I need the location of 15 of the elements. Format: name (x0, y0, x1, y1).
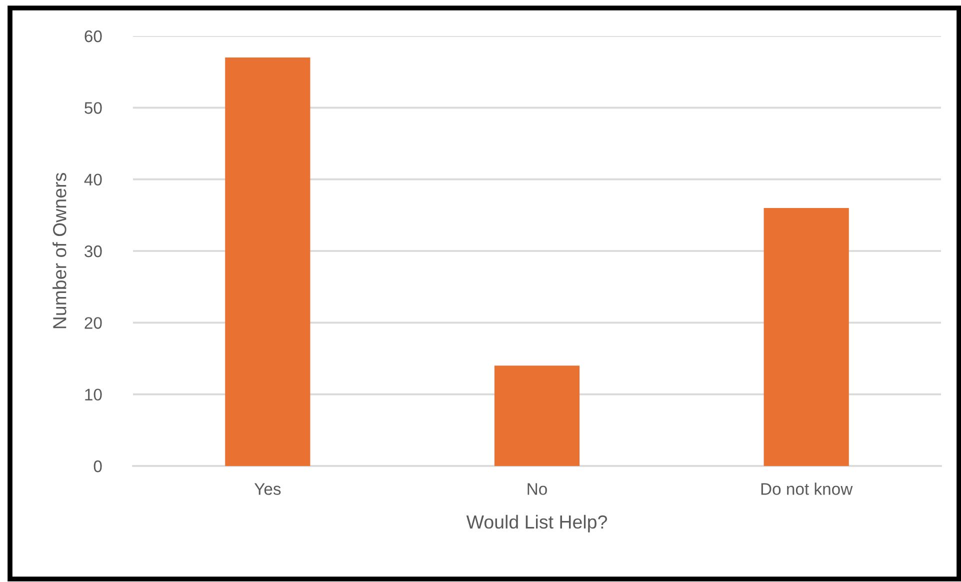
y-tick-label: 30 (84, 245, 102, 258)
x-tick-label: Do not know (761, 482, 853, 495)
y-tick-label: 40 (84, 174, 102, 186)
x-axis-title: Would List Help? (466, 514, 608, 532)
y-tick-label: 20 (84, 317, 102, 329)
bar (225, 58, 310, 466)
y-tick-label: 0 (94, 460, 102, 472)
x-tick-label: No (528, 483, 547, 495)
bar (494, 366, 580, 466)
x-tick-label: Yes (254, 483, 281, 495)
y-tick-label: 50 (84, 102, 102, 114)
y-tick-label: 10 (85, 388, 102, 401)
bar (764, 208, 849, 466)
y-axis-title: Number of Owners (52, 173, 66, 328)
y-tick-label: 60 (84, 30, 102, 42)
